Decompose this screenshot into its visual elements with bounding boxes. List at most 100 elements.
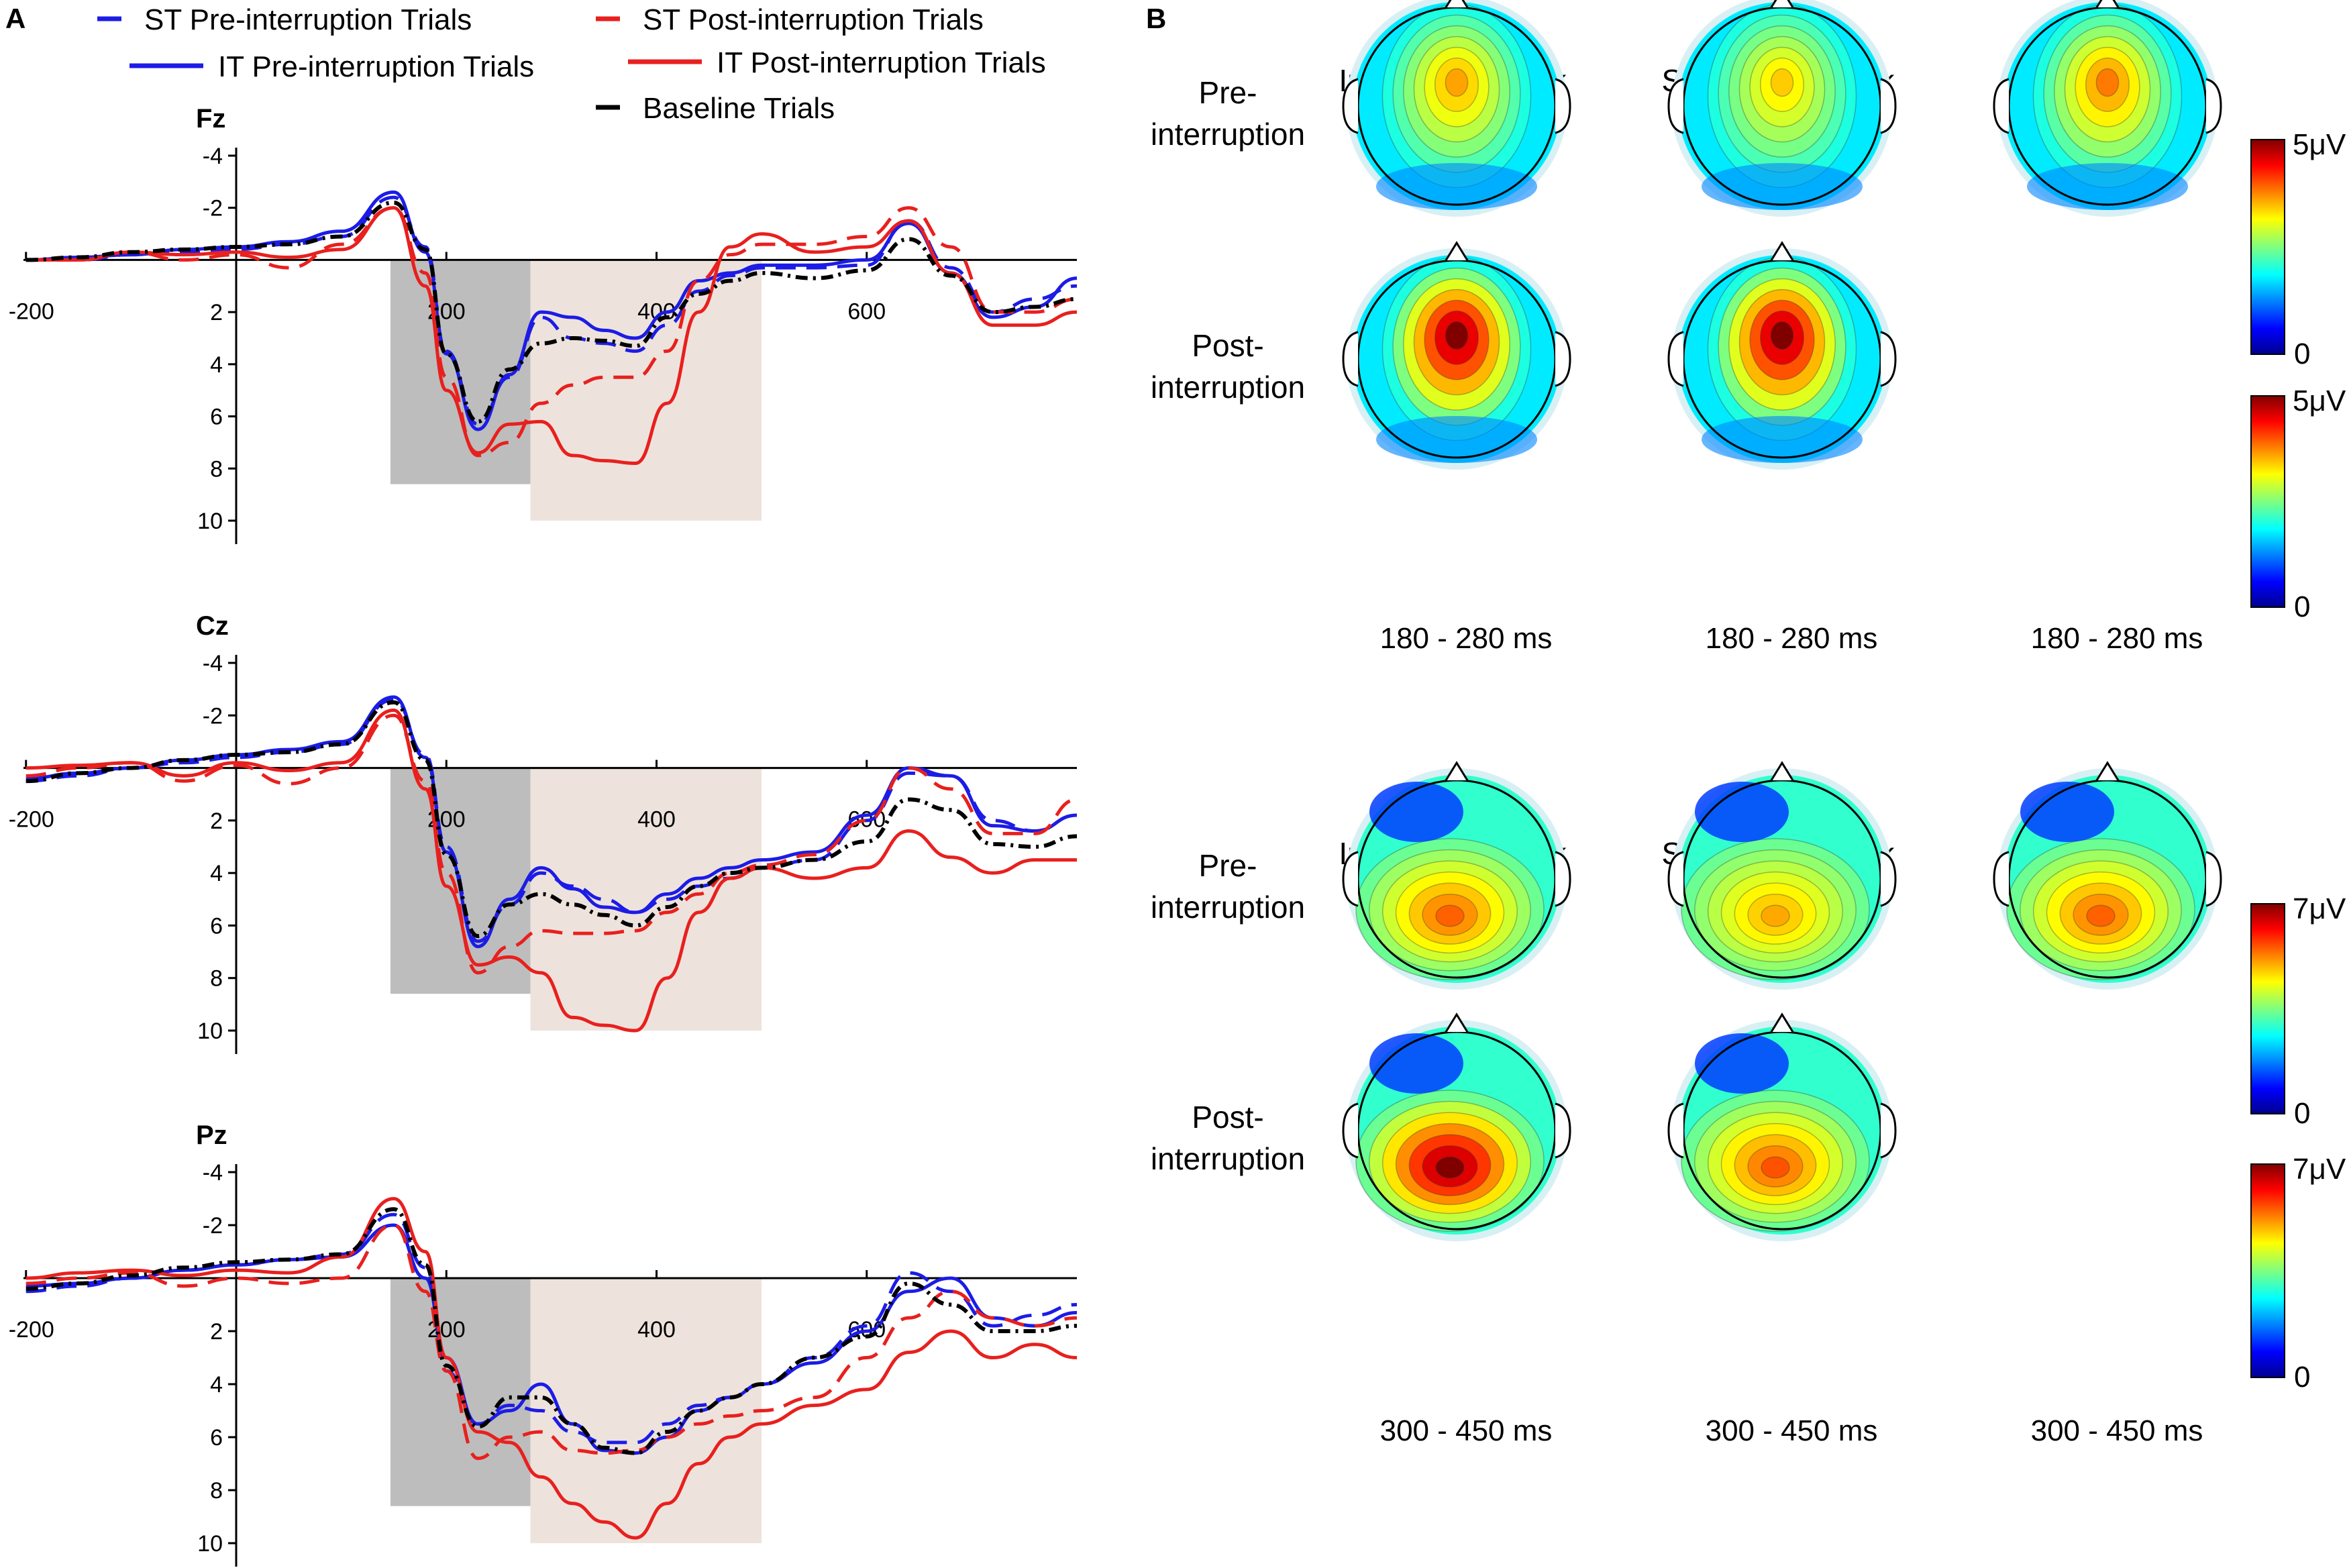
left-ear [1342, 1102, 1359, 1159]
y-tick-label: -4 [203, 1160, 223, 1186]
shaded-window [530, 260, 762, 521]
left-ear [1667, 78, 1684, 134]
scalp-map [1342, 1012, 1571, 1241]
y-tick-label: 6 [210, 1425, 223, 1451]
colorbar-gradient [2250, 139, 2285, 355]
series-line [25, 713, 1078, 975]
left-ear [1667, 1102, 1684, 1159]
right-ear [2205, 78, 2222, 134]
right-ear [1880, 78, 1897, 134]
series-line [25, 200, 1078, 424]
posterior-low-region [1376, 416, 1537, 463]
posterior-low-region [2027, 163, 2188, 210]
nose [1770, 0, 1794, 8]
right-ear [1555, 1102, 1571, 1159]
electrode-label: Fz [196, 104, 225, 134]
frontal-negative-region [2020, 782, 2114, 842]
frontal-negative-region [1369, 1033, 1463, 1094]
y-tick-label: 6 [210, 913, 223, 939]
shaded-window [530, 1278, 762, 1543]
left-ear [1667, 331, 1684, 387]
y-tick-label: 8 [210, 966, 223, 992]
x-tick-label: 400 [637, 807, 676, 833]
legend-item: Baseline Trials [596, 92, 835, 125]
y-tick-label: 4 [210, 1372, 223, 1398]
row-label-line2: interruption [1151, 1141, 1305, 1176]
x-tick-label: 600 [847, 299, 886, 324]
legend-label: Baseline Trials [643, 92, 835, 125]
right-ear [1880, 851, 1897, 907]
panel-a-label: A [5, 3, 25, 34]
left-ear [1993, 78, 2010, 134]
y-tick-label: 2 [210, 1319, 223, 1345]
activity-contour [1761, 1156, 1790, 1179]
right-ear [1880, 1102, 1897, 1159]
right-ear [1880, 331, 1897, 387]
colorbar-max-label: 7μV [2293, 892, 2346, 925]
activity-contour [1435, 1156, 1465, 1179]
nose [1445, 0, 1469, 8]
left-ear [1342, 851, 1359, 907]
time-window-label: 180 - 280 ms [1380, 622, 1553, 655]
series-line [25, 1223, 1078, 1461]
row-label-line2: interruption [1151, 890, 1305, 925]
nose [1770, 1012, 1794, 1033]
y-tick-label: 10 [197, 1018, 223, 1044]
topo-block-2: Interruption TaskSuspension TaskBaseline… [1151, 761, 2346, 1447]
frontal-negative-region [1695, 782, 1789, 842]
posterior-low-region [1702, 416, 1863, 463]
left-ear [1342, 331, 1359, 387]
activity-contour [2086, 904, 2116, 927]
y-tick-label: -2 [203, 1213, 223, 1239]
electrode-label: Cz [196, 611, 229, 641]
scalp-map [1667, 761, 1897, 990]
scalp-map [1342, 761, 1571, 990]
topo-block-1: Interruption TaskSuspension TaskBaseline… [1151, 0, 2346, 655]
legend-item: ST Post-interruption Trials [596, 3, 984, 36]
y-tick-label: 4 [210, 352, 223, 378]
nose [1445, 241, 1469, 261]
right-ear [2205, 851, 2222, 907]
y-tick-label: -2 [203, 703, 223, 729]
time-window-label: 180 - 280 ms [2031, 622, 2203, 655]
scalp-map [1342, 241, 1571, 470]
scalp-map [1667, 1012, 1897, 1241]
nose [1770, 761, 1794, 781]
colorbar-max-label: 7μV [2293, 1153, 2346, 1186]
y-tick-label: -4 [203, 144, 223, 169]
row-label-line1: Pre- [1199, 848, 1257, 883]
legend-label: ST Pre-interruption Trials [144, 3, 472, 36]
time-window-label: 300 - 450 ms [1706, 1414, 1878, 1447]
topo-panel: Interruption TaskSuspension TaskBaseline… [1151, 0, 2346, 1447]
posterior-low-region [1376, 163, 1537, 210]
row-label-line2: interruption [1151, 370, 1305, 405]
colorbar: 7μV 0 [2250, 892, 2346, 1130]
y-tick-label: 2 [210, 300, 223, 325]
frontal-negative-region [1369, 782, 1463, 842]
nose [2095, 0, 2120, 8]
y-tick-label: -4 [203, 651, 223, 676]
row-label-line1: Pre- [1199, 75, 1257, 110]
y-tick-label: 8 [210, 456, 223, 482]
shaded-window [530, 768, 762, 1031]
electrode-label: Pz [196, 1120, 227, 1150]
legend-item: IT Post-interruption Trials [628, 46, 1046, 79]
scalp-map [1993, 761, 2222, 990]
left-ear [1993, 851, 2010, 907]
legend-label: IT Post-interruption Trials [717, 46, 1046, 79]
legend: ST Pre-interruption Trials IT Pre-interru… [97, 3, 1046, 125]
colorbar: 7μV 0 [2250, 1153, 2346, 1394]
legend-label: IT Pre-interruption Trials [218, 50, 534, 83]
legend-label: ST Post-interruption Trials [643, 3, 984, 36]
frontal-negative-region [1695, 1033, 1789, 1094]
left-ear [1342, 78, 1359, 134]
legend-item: IT Pre-interruption Trials [129, 50, 534, 83]
activity-contour [2095, 68, 2120, 97]
colorbar-min-label: 0 [2294, 1361, 2310, 1394]
series-line [25, 206, 1078, 466]
colorbar: 5μV 0 [2250, 384, 2346, 623]
